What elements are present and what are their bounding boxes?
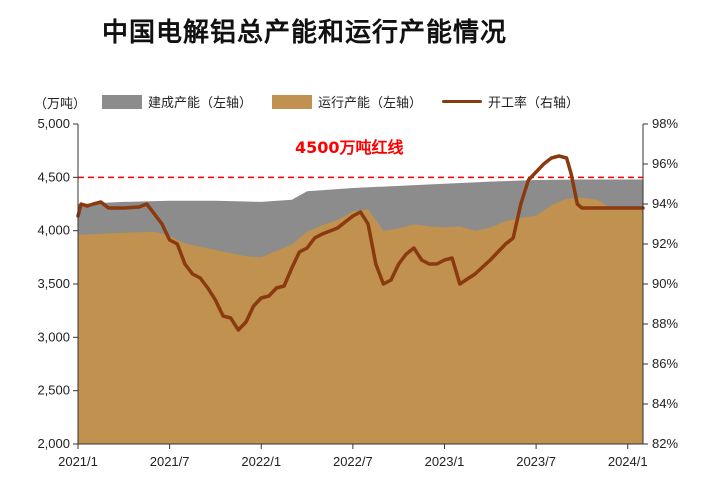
left-tick-label: 3,500 bbox=[37, 276, 70, 291]
left-tick-label: 5,000 bbox=[37, 116, 70, 131]
area-layer bbox=[78, 179, 643, 444]
legend-label-built-capacity: 建成产能（左轴） bbox=[148, 96, 253, 111]
right-tick-label: 88% bbox=[652, 316, 678, 331]
x-tick-label: 2021/1 bbox=[58, 454, 98, 469]
utilization-line bbox=[76, 154, 645, 332]
left-tick-label: 4,000 bbox=[37, 223, 70, 238]
left-tick-label: 2,000 bbox=[37, 436, 70, 451]
right-tick-label: 96% bbox=[652, 156, 678, 171]
line-layer bbox=[76, 154, 645, 332]
x-tick-label: 2022/1 bbox=[241, 454, 281, 469]
x-tick-label: 2024/1 bbox=[608, 454, 648, 469]
x-tick-label: 2022/7 bbox=[333, 454, 373, 469]
right-tick-label: 98% bbox=[652, 116, 678, 131]
x-tick-label: 2023/7 bbox=[516, 454, 556, 469]
legend-item-built-capacity: 建成产能（左轴） bbox=[102, 92, 252, 111]
right-tick-label: 92% bbox=[652, 236, 678, 251]
left-tick-label: 4,500 bbox=[37, 169, 70, 184]
legend-swatch-utilization bbox=[442, 100, 483, 103]
x-tick-label: 2023/1 bbox=[425, 454, 465, 469]
axes-layer: 2,000 2,500 3,000 3,500 4,000 4,500 5,000 82% 84… bbox=[37, 116, 678, 469]
right-tick-label: 84% bbox=[652, 396, 678, 411]
legend: 建成产能（左轴） 运行产能（左轴） 开工率（右轴） bbox=[102, 92, 599, 111]
legend-label-utilization: 开工率（右轴） bbox=[488, 96, 580, 111]
legend-item-running-capacity: 运行产能（左轴） bbox=[272, 92, 422, 111]
x-tick-label: 2021/7 bbox=[150, 454, 190, 469]
reference-line-label: 4500万吨红线 bbox=[295, 138, 404, 157]
right-tick-label: 90% bbox=[652, 276, 678, 291]
reference-line-layer: 4500万吨红线 bbox=[78, 138, 643, 179]
left-tick-label: 3,000 bbox=[37, 329, 70, 344]
left-tick-label: 2,500 bbox=[37, 383, 70, 398]
right-tick-label: 86% bbox=[652, 356, 678, 371]
legend-item-utilization: 开工率（右轴） bbox=[442, 92, 579, 111]
left-axis-unit: （万吨） bbox=[34, 97, 87, 112]
legend-swatch-built-capacity bbox=[102, 94, 142, 109]
legend-label-running-capacity: 运行产能（左轴） bbox=[318, 96, 423, 111]
chart-title: 中国电解铝总产能和运行产能情况 bbox=[102, 18, 508, 48]
right-tick-label: 82% bbox=[652, 436, 678, 451]
legend-swatch-running-capacity bbox=[272, 94, 313, 109]
right-tick-label: 94% bbox=[652, 196, 678, 211]
running-capacity-area bbox=[78, 197, 643, 444]
